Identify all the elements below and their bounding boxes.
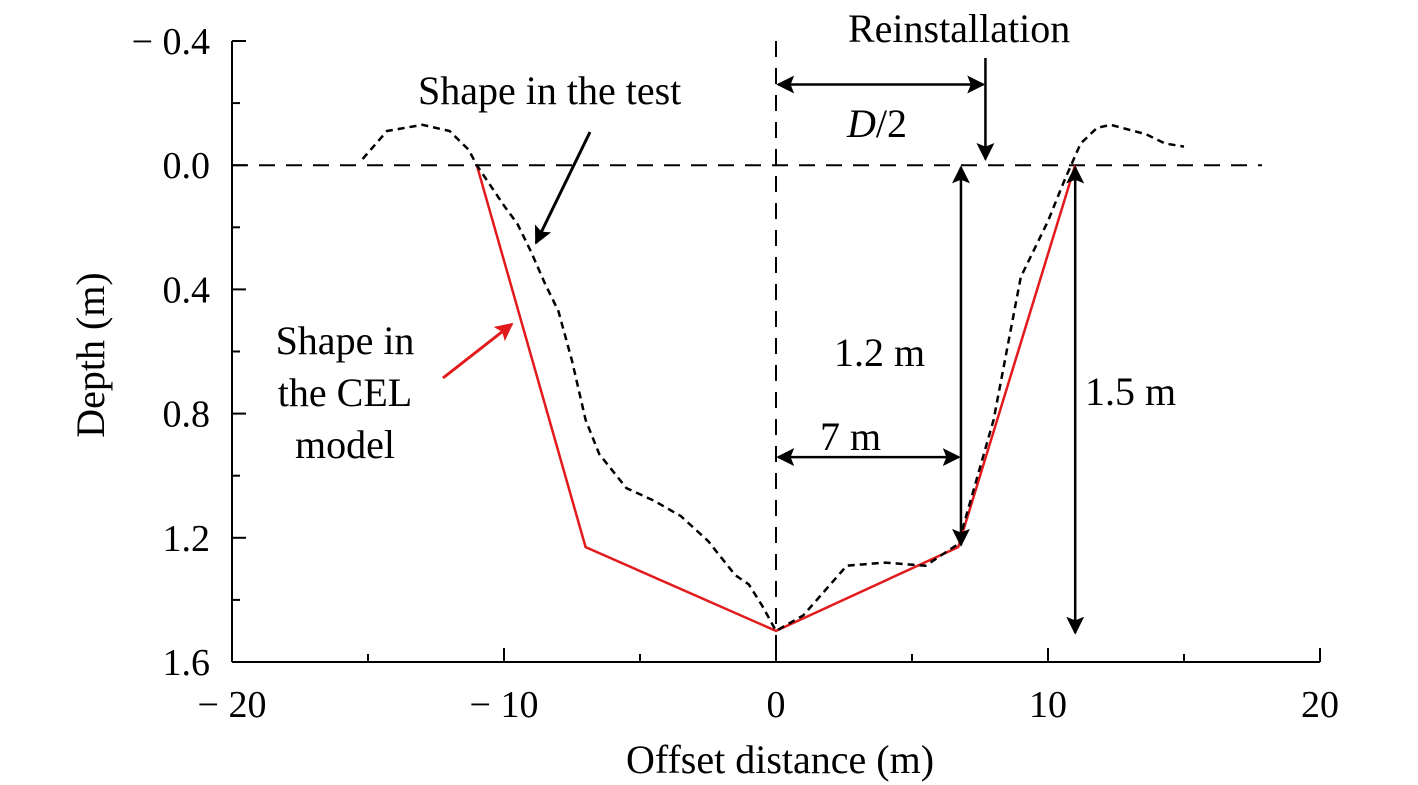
series-line-cel-model	[475, 164, 1077, 633]
x-tick-label: 10	[1029, 684, 1067, 726]
label-cel-line-2: the CEL	[278, 370, 412, 415]
series-group	[361, 123, 1185, 633]
x-tick-label: 0	[767, 684, 786, 726]
y-tick-label: 1.6	[163, 642, 211, 684]
label-cel-line-3: model	[295, 422, 395, 467]
y-tick-label: 0.8	[163, 394, 211, 436]
y-tick-label: 1.2	[163, 518, 211, 560]
label-cel-line-1: Shape in	[276, 318, 415, 363]
y-tick-label: 0.0	[163, 145, 211, 187]
series-line-test	[361, 123, 1185, 633]
x-axis-label: Offset distance (m)	[626, 737, 934, 782]
reference-lines	[232, 41, 1262, 662]
y-axis-label: Depth (m)	[68, 272, 113, 438]
annotations	[442, 58, 1085, 635]
y-tick-label: 0.4	[163, 269, 211, 311]
axes: − 20 − 10 0 10 20 − 0.4 0.0 0.4 0.8 1.2 1.6	[132, 21, 1339, 726]
label-half-diameter: D/2	[846, 101, 907, 146]
label-depth-1-2: 1.2 m	[834, 330, 925, 375]
label-offset-7: 7 m	[820, 414, 881, 459]
x-tick-label: − 20	[198, 684, 267, 726]
arrow-cel-shape	[442, 322, 514, 380]
arrow-test-shape	[534, 131, 592, 245]
x-tick-label: 20	[1301, 684, 1339, 726]
y-tick-label: − 0.4	[132, 21, 210, 63]
label-reinstallation: Reinstallation	[848, 6, 1070, 51]
label-shape-in-test: Shape in the test	[418, 68, 681, 113]
label-depth-1-5: 1.5 m	[1085, 369, 1176, 414]
x-tick-label: − 10	[470, 684, 539, 726]
